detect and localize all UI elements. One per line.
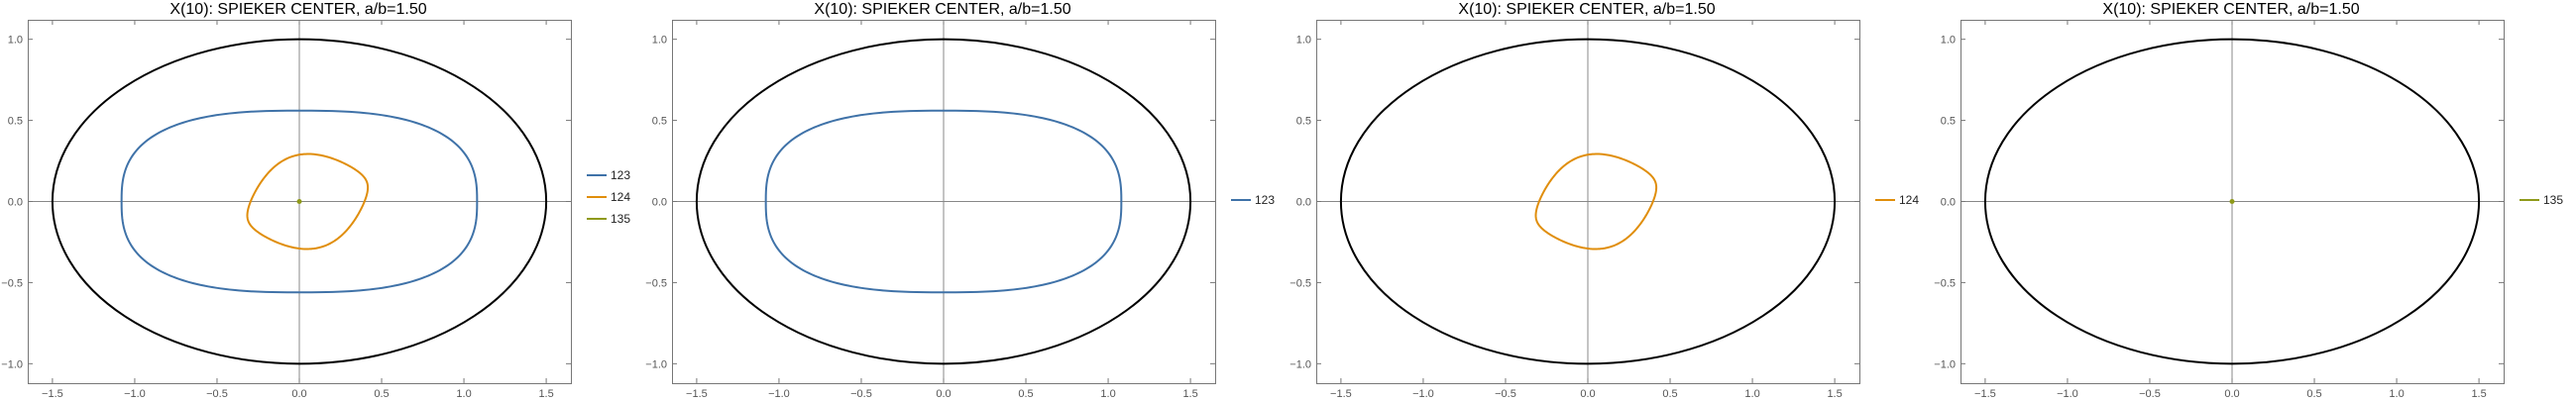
series-123-curve xyxy=(120,109,479,294)
y-tick-label: −0.5 xyxy=(1289,277,1311,289)
x-tick-label: −1.5 xyxy=(1974,388,1996,400)
y-tick-label: −1.0 xyxy=(1289,358,1311,370)
y-tick-label: −1.0 xyxy=(1,358,23,370)
x-tick-label: 0.5 xyxy=(1018,388,1033,400)
chart-title: X(10): SPIEKER CENTER, a/b=1.50 xyxy=(1458,1,1716,18)
x-tick-label: −1.5 xyxy=(42,388,63,400)
legend-swatch xyxy=(1875,199,1895,201)
y-tick-label: 0.5 xyxy=(652,116,667,128)
y-tick-label: −1.0 xyxy=(1934,358,1956,370)
x-tick-label: 0.0 xyxy=(291,388,306,400)
x-tick-label: −0.5 xyxy=(206,388,228,400)
outer-ellipse xyxy=(1983,38,2481,365)
x-tick-label: 0.5 xyxy=(2306,388,2321,400)
legend: 135 xyxy=(2520,192,2575,214)
y-tick-label: 0.0 xyxy=(1296,197,1311,209)
legend-label: 124 xyxy=(611,190,631,204)
x-tick-label: −0.5 xyxy=(850,388,872,400)
chart-panel-4: X(10): SPIEKER CENTER, a/b=1.50 −1.5 −1.0… xyxy=(1933,0,2576,402)
outer-ellipse xyxy=(1339,38,1837,365)
legend-item: 135 xyxy=(2520,192,2575,208)
y-tick-label: −0.5 xyxy=(1934,277,1956,289)
chart-panel-1: X(10): SPIEKER CENTER, a/b=1.50 −1.5 −1.0… xyxy=(0,0,644,402)
plot-area: −1.5 −1.0 −0.5 0.0 0.5 1.0 1.5 1.0 0.5 0.0 −0.5 −1.… xyxy=(1,20,572,400)
plot-area: −1.5 −1.0 −0.5 0.0 0.5 1.0 1.5 1.0 0.5 0.0 −0.5 −1.… xyxy=(645,20,1216,400)
x-tick-label: 1.0 xyxy=(1744,388,1759,400)
legend-swatch xyxy=(587,196,607,198)
chart-title: X(10): SPIEKER CENTER, a/b=1.50 xyxy=(169,1,427,18)
x-tick-label: −0.5 xyxy=(1495,388,1516,400)
legend-item: 124 xyxy=(587,189,642,205)
y-tick-label: 1.0 xyxy=(8,35,23,47)
y-tick-label: 0.0 xyxy=(652,197,667,209)
x-tick-label: −1.0 xyxy=(768,388,790,400)
x-tick-label: −1.0 xyxy=(2057,388,2078,400)
legend: 123 xyxy=(1231,192,1287,214)
y-tick-label: −0.5 xyxy=(1,277,23,289)
x-tick-label: −1.0 xyxy=(1412,388,1434,400)
y-tick-label: 0.5 xyxy=(8,116,23,128)
series-123-curve xyxy=(764,109,1123,294)
legend: 123 124 135 xyxy=(587,167,642,233)
y-tick-label: −0.5 xyxy=(645,277,667,289)
x-tick-label: 1.5 xyxy=(2471,388,2486,400)
legend-swatch xyxy=(1231,199,1251,201)
legend-item: 135 xyxy=(587,211,642,227)
x-tick-label: 1.5 xyxy=(1827,388,1842,400)
legend-item: 124 xyxy=(1875,192,1931,208)
x-tick-label: 1.0 xyxy=(1100,388,1115,400)
outer-ellipse xyxy=(695,38,1192,365)
x-tick-label: 1.5 xyxy=(538,388,553,400)
x-tick-label: −1.0 xyxy=(124,388,146,400)
outer-ellipse xyxy=(51,38,548,365)
chart-panel-3: X(10): SPIEKER CENTER, a/b=1.50 −1.5 −1.0… xyxy=(1288,0,1933,402)
chart-title: X(10): SPIEKER CENTER, a/b=1.50 xyxy=(814,1,1071,18)
legend-label: 124 xyxy=(1899,193,1920,207)
legend-label: 123 xyxy=(611,168,631,182)
legend: 124 xyxy=(1875,192,1931,214)
x-tick-label: 0.5 xyxy=(1662,388,1677,400)
x-tick-label: 0.0 xyxy=(2224,388,2239,400)
x-tick-label: −0.5 xyxy=(2139,388,2161,400)
x-tick-label: 1.5 xyxy=(1182,388,1197,400)
x-tick-label: 0.0 xyxy=(936,388,951,400)
legend-label: 135 xyxy=(2543,193,2564,207)
series-135-point xyxy=(2229,199,2235,204)
plot-area: −1.5 −1.0 −0.5 0.0 0.5 1.0 1.5 1.0 0.5 0.0 −0.5 −1.… xyxy=(1289,20,1860,400)
legend-item: 123 xyxy=(587,167,642,183)
x-tick-label: 1.0 xyxy=(2389,388,2404,400)
x-tick-label: −1.5 xyxy=(1330,388,1352,400)
chart-panel-2: X(10): SPIEKER CENTER, a/b=1.50 −1.5 −1.0… xyxy=(644,0,1288,402)
series-124-curve xyxy=(1534,152,1658,251)
x-tick-label: 0.5 xyxy=(374,388,389,400)
chart-title: X(10): SPIEKER CENTER, a/b=1.50 xyxy=(2102,1,2360,18)
legend-label: 135 xyxy=(611,212,631,226)
y-tick-label: 0.5 xyxy=(1941,116,1956,128)
y-tick-label: 1.0 xyxy=(652,35,667,47)
series-135-point xyxy=(296,199,302,204)
legend-item: 123 xyxy=(1231,192,1287,208)
legend-label: 123 xyxy=(1255,193,1276,207)
y-tick-label: 0.0 xyxy=(1941,197,1956,209)
y-tick-label: 1.0 xyxy=(1296,35,1311,47)
y-tick-label: −1.0 xyxy=(645,358,667,370)
series-124-curve xyxy=(246,152,370,251)
y-tick-label: 1.0 xyxy=(1941,35,1956,47)
plot-area: −1.5 −1.0 −0.5 0.0 0.5 1.0 1.5 1.0 0.5 0.0 −0.5 −1.… xyxy=(1934,20,2505,400)
legend-swatch xyxy=(2520,199,2539,201)
x-tick-label: 1.0 xyxy=(456,388,471,400)
y-tick-label: 0.5 xyxy=(1296,116,1311,128)
y-tick-label: 0.0 xyxy=(8,197,23,209)
x-tick-label: 0.0 xyxy=(1580,388,1595,400)
legend-swatch xyxy=(587,218,607,220)
legend-swatch xyxy=(587,174,607,176)
x-tick-label: −1.5 xyxy=(686,388,708,400)
